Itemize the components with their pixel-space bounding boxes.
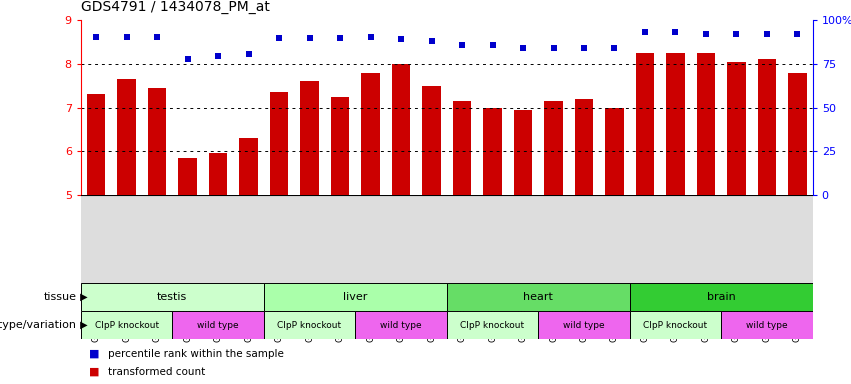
Text: GDS4791 / 1434078_PM_at: GDS4791 / 1434078_PM_at <box>81 0 270 14</box>
Bar <box>574 99 593 195</box>
Bar <box>483 108 501 195</box>
Bar <box>721 311 813 339</box>
Bar <box>453 101 471 195</box>
Text: ClpP knockout: ClpP knockout <box>643 321 707 329</box>
Text: liver: liver <box>343 292 368 302</box>
Bar <box>757 60 776 195</box>
Bar <box>300 81 318 195</box>
Bar <box>538 311 630 339</box>
Text: percentile rank within the sample: percentile rank within the sample <box>108 349 284 359</box>
Bar <box>545 101 563 195</box>
Text: wild type: wild type <box>746 321 788 329</box>
Bar <box>630 283 813 311</box>
Bar <box>697 53 715 195</box>
Text: wild type: wild type <box>563 321 605 329</box>
Text: tissue: tissue <box>43 292 77 302</box>
Text: transformed count: transformed count <box>108 367 205 377</box>
Bar <box>728 61 745 195</box>
Bar <box>391 64 410 195</box>
Text: testis: testis <box>157 292 187 302</box>
Text: ■: ■ <box>89 349 100 359</box>
Bar <box>81 283 264 311</box>
Text: ClpP knockout: ClpP knockout <box>277 321 341 329</box>
Bar <box>209 154 227 195</box>
Bar <box>355 311 447 339</box>
Bar <box>447 283 630 311</box>
Text: ▶: ▶ <box>77 320 88 330</box>
Text: genotype/variation: genotype/variation <box>0 320 77 330</box>
Text: heart: heart <box>523 292 553 302</box>
Text: wild type: wild type <box>197 321 239 329</box>
Bar <box>422 86 441 195</box>
Text: brain: brain <box>707 292 735 302</box>
Bar <box>179 158 197 195</box>
Bar <box>148 88 166 195</box>
Text: wild type: wild type <box>380 321 422 329</box>
Bar <box>630 311 721 339</box>
Bar <box>264 311 355 339</box>
Text: ■: ■ <box>89 367 100 377</box>
Bar <box>362 73 380 195</box>
Bar <box>172 311 264 339</box>
Bar <box>666 53 684 195</box>
Bar <box>514 110 532 195</box>
Text: ▶: ▶ <box>77 292 88 302</box>
Bar <box>447 311 538 339</box>
Bar <box>81 311 172 339</box>
Bar <box>270 92 288 195</box>
Bar <box>788 73 807 195</box>
Bar <box>239 138 258 195</box>
Bar <box>605 108 624 195</box>
Bar <box>117 79 135 195</box>
Text: ClpP knockout: ClpP knockout <box>94 321 158 329</box>
Bar <box>87 94 106 195</box>
Bar <box>331 96 349 195</box>
Text: ClpP knockout: ClpP knockout <box>460 321 524 329</box>
Bar <box>264 283 447 311</box>
Bar <box>636 53 654 195</box>
